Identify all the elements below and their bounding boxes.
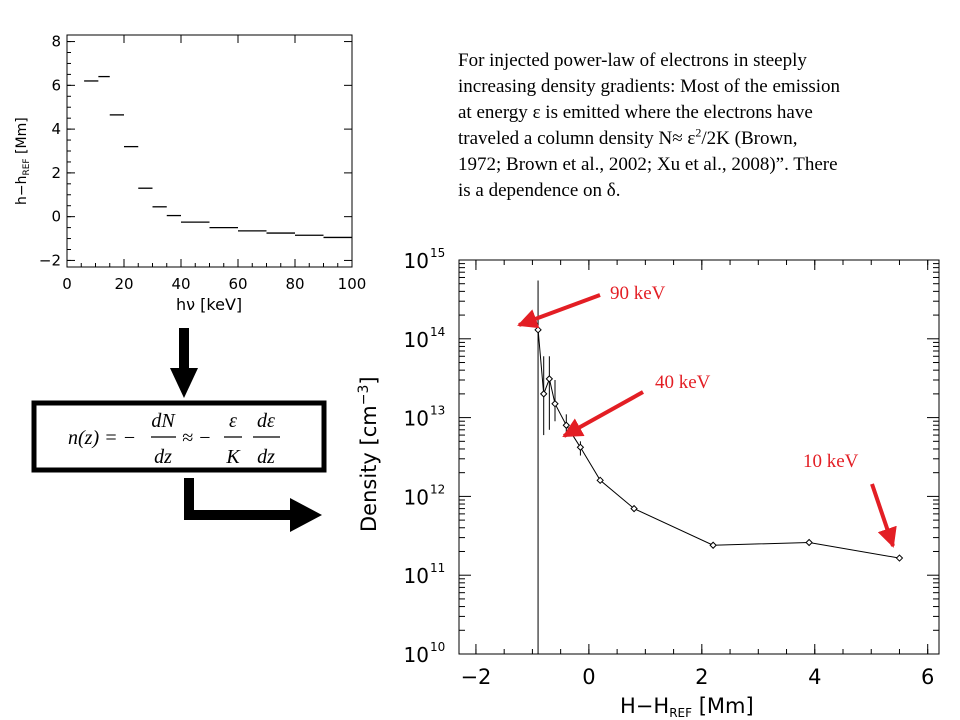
equation-den3: dz (257, 446, 275, 468)
chart1-x-axis-label: hν [keV] (176, 295, 242, 314)
chart1-y-tick-label: 6 (51, 76, 61, 94)
chart2-x-tick-label: −2 (460, 665, 491, 689)
paragraph-line-6b: . (615, 180, 621, 201)
chart2-x-tick-label: 4 (808, 665, 821, 689)
arrow-10-kev (870, 483, 897, 548)
paragraph-line-3b: is emitted where the electrons have (540, 102, 813, 123)
chart1-x-tick-label: 80 (285, 275, 304, 293)
chart2-y-tick-exponent: 11 (430, 561, 445, 575)
chart2-y-tick-exponent: 10 (430, 640, 445, 654)
chart2-y-tick-label: 10 (404, 564, 429, 588)
chart2-data-point (630, 504, 638, 513)
chart2-data-point (545, 375, 554, 383)
down-arrow (170, 328, 198, 398)
chart2-y-tick-label: 10 (404, 249, 429, 273)
arrow-90-kev (517, 293, 601, 329)
annotation-10kev: 10 keV (803, 451, 897, 548)
paragraph-line-5: 1972; Brown et al., 2002; Xu et al., 200… (458, 154, 838, 175)
label-40-kev: 40 keV (655, 372, 711, 393)
equation-den1: dz (154, 446, 172, 468)
chart1-x-tick-label: 100 (338, 275, 367, 293)
chart2-data-point (596, 476, 604, 485)
chart1-x-tick-label: 0 (62, 275, 72, 293)
paragraph-line-4b: /2K (Brown, (701, 128, 798, 149)
paragraph-line-6a: is a dependence on (458, 180, 607, 201)
elbow-arrow (184, 478, 322, 532)
description-paragraph: For injected power-law of electrons in s… (458, 48, 948, 204)
annotation-40kev: 40 keV (562, 372, 711, 438)
chart2-data-point (576, 443, 585, 451)
chart1-y-tick-label: 2 (51, 164, 61, 182)
annotation-90kev: 90 keV (517, 283, 666, 329)
chart1-y-tick-label: −2 (39, 251, 61, 269)
chart1-y-axis-label: h−hREF [Mm] (14, 117, 32, 205)
chart1-x-tick-label: 20 (114, 275, 133, 293)
label-90-kev: 90 keV (610, 283, 666, 304)
chart2-y-tick-label: 10 (404, 328, 429, 352)
chart1-x-tick-label: 60 (228, 275, 247, 293)
paragraph-delta: δ (606, 180, 616, 201)
chart2-data-point (551, 400, 559, 408)
chart2-y-tick-label: 10 (404, 643, 429, 667)
chart2-y-tick-label: 10 (404, 485, 429, 509)
paragraph-epsilon: ε (532, 102, 541, 123)
chart2-x-tick-label: 2 (695, 665, 708, 689)
chart1-frame (66, 34, 353, 268)
paragraph-line-4a: traveled a column density N≈ (458, 128, 688, 149)
chart2-y-tick-exponent: 14 (430, 325, 445, 339)
chart2-data-point (709, 541, 717, 549)
paragraph-epsilon-2: ε (687, 128, 696, 149)
equation-num1: dN (151, 410, 176, 432)
paragraph-line-1: For injected power-law of electrons in s… (458, 50, 807, 71)
equation-box: n(z) = − dN dz ≈ − ε K dε dz (31, 400, 327, 473)
chart2-data-point (895, 554, 904, 562)
arrow-40-kev (562, 390, 644, 438)
chart2-y-tick-label: 10 (404, 407, 429, 431)
chart2-data-point (534, 326, 542, 334)
chart1-y-tick-label: 8 (51, 33, 61, 51)
chart2-y-tick-exponent: 13 (430, 404, 445, 418)
paragraph-line-2: increasing density gradients: Most of th… (458, 76, 841, 97)
equation-num3: dε (257, 410, 275, 432)
chart2-x-axis-label: H−HREF [Mm] (620, 694, 754, 720)
paragraph-square: 2 (695, 125, 702, 140)
equation-den2: K (225, 446, 241, 468)
chart1-y-tick-label: 4 (51, 120, 61, 138)
chart2-data-point (539, 390, 548, 398)
chart2-series-line (537, 329, 900, 559)
equation-num2: ε (229, 410, 237, 432)
chart2-y-tick-exponent: 12 (430, 482, 445, 496)
chart2-y-tick-exponent: 15 (430, 246, 445, 260)
equation-approx: ≈ − (182, 427, 211, 449)
chart2-data-point (805, 538, 813, 547)
label-10-kev: 10 keV (803, 451, 859, 472)
chart2-x-tick-label: 6 (921, 665, 934, 689)
chart2-frame (458, 259, 940, 655)
equation-lhs: n(z) = − (68, 427, 136, 449)
paragraph-line-3a: at energy (458, 102, 533, 123)
chart1-y-tick-label: 0 (51, 208, 61, 226)
chart2-y-axis-label: Density [cm−3] (356, 376, 381, 532)
chart1-x-tick-label: 40 (171, 275, 190, 293)
chart2-x-tick-label: 0 (582, 665, 595, 689)
chart2-data-point (562, 421, 571, 429)
